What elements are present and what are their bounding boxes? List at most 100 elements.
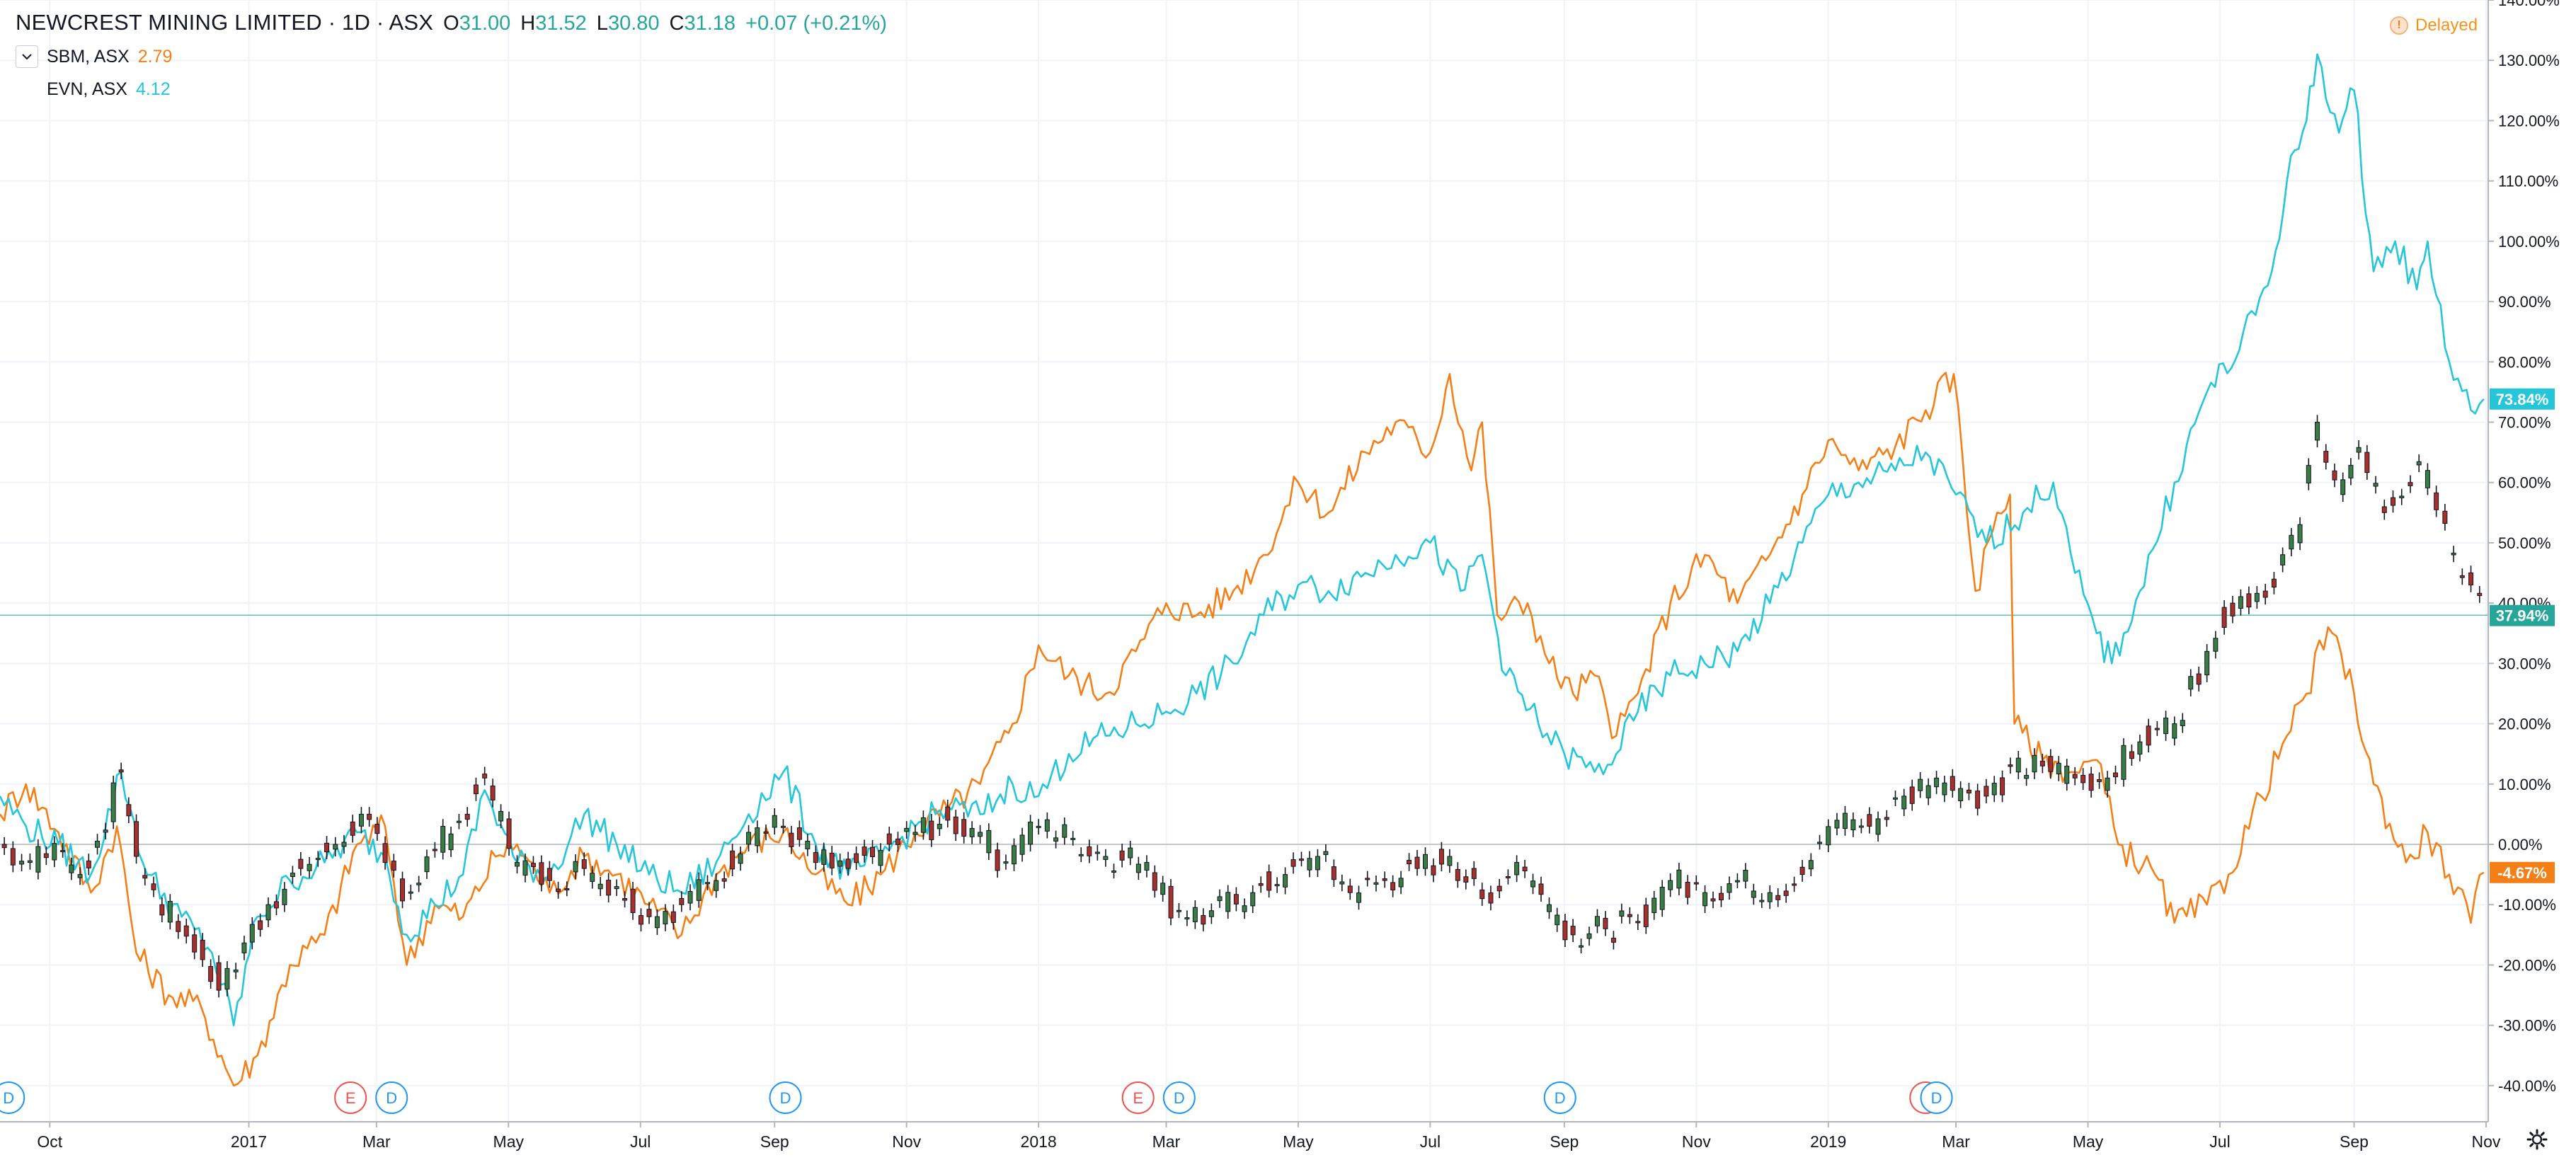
candle (1975, 783, 1981, 816)
candle (2399, 488, 2405, 505)
candle (1850, 812, 1856, 837)
candle (2072, 766, 2078, 786)
settings-button[interactable] (2524, 1127, 2550, 1152)
dividend-marker[interactable]: D (769, 1081, 802, 1114)
candle (961, 812, 967, 844)
candle-body (1775, 895, 1781, 900)
candle (564, 881, 570, 897)
candle (265, 897, 271, 927)
delayed-label: Delayed (2415, 16, 2478, 35)
candle-body (1053, 837, 1059, 842)
y-tick-label: 80.00% (2498, 353, 2551, 371)
last-value-label: -4.67% (2490, 861, 2555, 883)
candle-body (2056, 762, 2061, 775)
legend-row-sbm[interactable]: SBM, ASX 2.79 (16, 45, 172, 68)
y-tick-label: 50.00% (2498, 534, 2551, 552)
candle-body (1867, 814, 1872, 827)
candle (200, 933, 205, 967)
candle (10, 841, 16, 873)
candle-body (597, 883, 603, 890)
candle (2262, 583, 2268, 605)
candle-body (2425, 470, 2430, 488)
candle (1242, 898, 1247, 919)
candle-body (2416, 461, 2422, 466)
candle-body (1479, 889, 1485, 900)
delayed-indicator[interactable]: ! Delayed (2390, 16, 2478, 35)
candle-body (1710, 898, 1716, 902)
candle (2097, 772, 2102, 789)
candle (35, 839, 41, 880)
candle-body (1817, 842, 1823, 844)
candle-body (1176, 909, 1181, 912)
candle-body (2399, 495, 2405, 499)
legend-row-evn[interactable]: EVN, ASX 4.12 (47, 79, 171, 100)
candle-body (400, 878, 406, 902)
candle-body (581, 859, 587, 869)
dividend-marker[interactable]: D (1543, 1081, 1576, 1114)
candle (1942, 776, 1947, 803)
candle (1693, 875, 1699, 891)
candle-body (2121, 745, 2126, 780)
y-tick-label: -30.00% (2498, 1017, 2556, 1035)
dividend-marker[interactable]: D (1162, 1081, 1196, 1114)
candle (1119, 844, 1125, 868)
candle-body (2039, 760, 2045, 766)
candle (126, 797, 132, 824)
candle (408, 884, 413, 900)
earnings-marker[interactable]: E (1121, 1081, 1155, 1114)
candle-body (845, 858, 851, 869)
marker-circle (1920, 1081, 1953, 1114)
y-tick-label: 60.00% (2498, 474, 2551, 492)
candle-body (1530, 880, 1536, 888)
candle (1579, 938, 1584, 954)
candle-body (1128, 847, 1133, 858)
y-tick-label: 30.00% (2498, 655, 2551, 672)
candle (77, 867, 83, 885)
candle-body (573, 861, 578, 873)
candle (1826, 819, 1831, 852)
candle (2451, 546, 2456, 563)
candle (2442, 504, 2448, 531)
y-tick-label: 70.00% (2498, 414, 2551, 432)
candle-body (176, 921, 181, 932)
candle-body (721, 878, 727, 882)
candle-body (1250, 892, 1256, 907)
last-value-label: 73.84% (2490, 388, 2555, 410)
symbol-title[interactable]: NEWCREST MINING LIMITED · 1D · ASX (16, 10, 434, 35)
candle (1817, 834, 1823, 850)
candle-body (630, 888, 636, 913)
candle-body (1471, 868, 1477, 879)
candle (2204, 644, 2210, 682)
candle (1983, 779, 1989, 804)
candle (440, 819, 446, 860)
candle-body (52, 843, 57, 861)
collapse-legend-button[interactable] (16, 45, 38, 68)
candle (1471, 861, 1477, 886)
candle-body (77, 874, 83, 878)
dividend-marker[interactable]: D (375, 1081, 408, 1114)
candle (1422, 847, 1428, 876)
candle-body (2129, 751, 2134, 759)
earnings-marker[interactable]: E (334, 1081, 367, 1114)
candle-body (1635, 921, 1641, 924)
candle (1382, 871, 1387, 888)
dividend-marker[interactable]: D (1920, 1081, 1953, 1114)
candle-body (2254, 592, 2260, 602)
candle (1685, 875, 1690, 905)
dividend-marker[interactable]: D (0, 1081, 25, 1114)
x-tick-label: Sep (760, 1132, 789, 1151)
candle (1062, 817, 1067, 845)
candle (606, 873, 612, 903)
candle (978, 825, 983, 844)
candle (1192, 900, 1198, 929)
marker-letter: D (1174, 1089, 1185, 1107)
candle-body (1488, 892, 1494, 904)
candle (1019, 827, 1025, 862)
candle-body (2213, 638, 2219, 652)
candle (1496, 878, 1502, 898)
candle-body (2297, 524, 2303, 544)
candle (1570, 919, 1576, 943)
